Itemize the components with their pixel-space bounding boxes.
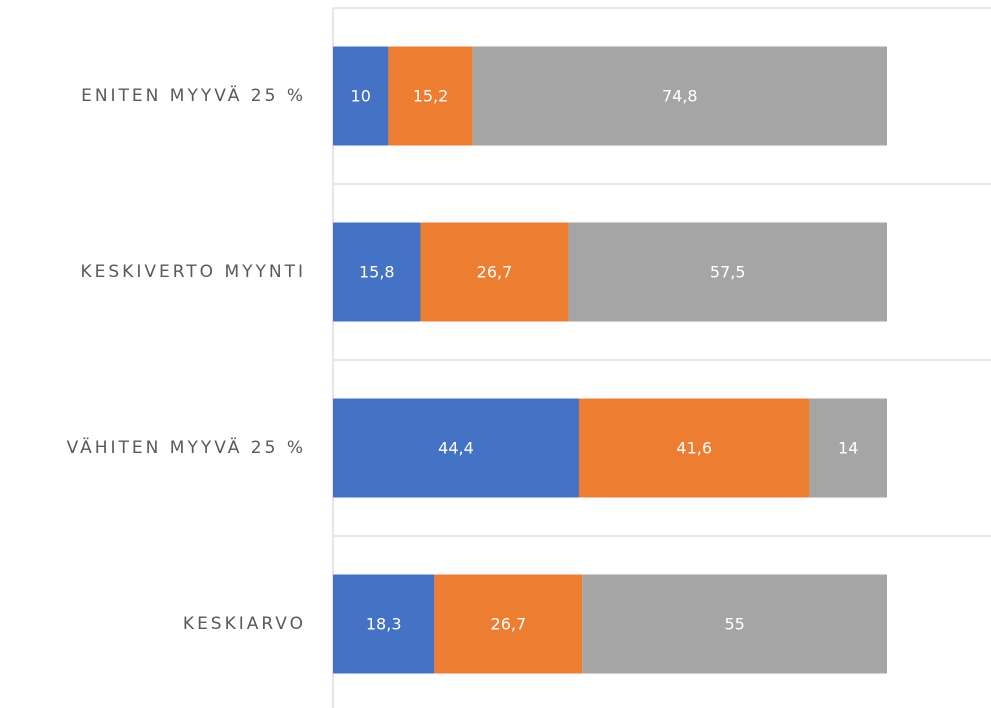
bar-segment	[809, 398, 887, 498]
data-label: 55	[724, 615, 744, 634]
data-label: 26,7	[477, 263, 513, 282]
data-label: 15,2	[413, 87, 449, 106]
data-label: 44,4	[438, 439, 474, 458]
bar-segment	[578, 398, 810, 498]
data-label: 57,5	[710, 263, 746, 282]
bar-segment	[420, 222, 569, 322]
data-label: 18,3	[366, 615, 402, 634]
data-label: 15,8	[359, 263, 395, 282]
category-label: KESKIARVO	[183, 614, 306, 634]
bar-segment	[333, 398, 579, 498]
bar-segment	[472, 46, 887, 146]
bar-segment	[434, 574, 583, 674]
category-label: ENITEN MYYVÄ 25 %	[81, 85, 306, 106]
data-label: 26,7	[491, 615, 527, 634]
data-label: 14	[838, 439, 858, 458]
bar-segment	[388, 46, 473, 146]
data-label: 41,6	[676, 439, 712, 458]
category-label: KESKIVERTO MYYNTI	[80, 262, 306, 282]
bar-segment	[333, 46, 389, 146]
bar-segment	[582, 574, 887, 674]
bar-segment	[333, 222, 421, 322]
data-label: 74,8	[662, 87, 698, 106]
bar-segment	[568, 222, 887, 322]
data-label: 10	[351, 87, 371, 106]
category-label: VÄHITEN MYYVÄ 25 %	[67, 437, 306, 458]
bar-segment	[333, 574, 435, 674]
